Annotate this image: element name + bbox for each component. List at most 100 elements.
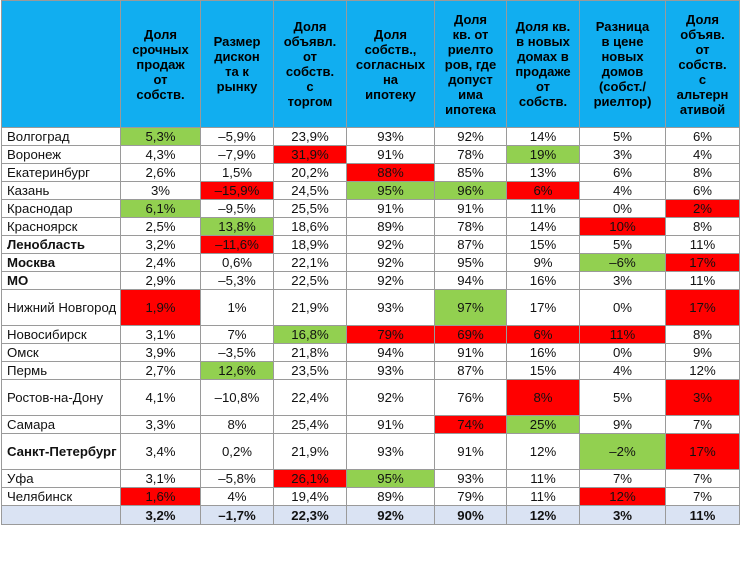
value-cell: 93% <box>434 469 507 488</box>
value-cell: 8% <box>665 217 740 236</box>
value-cell: 2,5% <box>120 217 201 236</box>
value-cell: 8% <box>200 415 274 434</box>
value-cell: 23,9% <box>273 127 347 146</box>
column-header: Доля срочных продаж от собств. <box>120 0 201 128</box>
value-cell: 91% <box>434 343 507 362</box>
column-header-line: ативой <box>679 101 726 117</box>
table-row: Екатеринбург 2,6% 1,5% 20,2% 88% 85% 13% 6% 8% <box>1 163 740 182</box>
table-row: МО 2,9% –5,3% 22,5% 92% 94% 16% 3% 11% <box>1 271 740 290</box>
column-header-line: рынку <box>216 79 258 94</box>
column-header-line: с <box>698 71 707 87</box>
value-cell: 11% <box>665 271 740 290</box>
value-cell: 18,6% <box>273 217 347 236</box>
table-row: Ленобласть 3,2% –11,6% 18,9% 92% 87% 15% 5% 11% <box>1 235 740 254</box>
value-cell: 3,4% <box>120 433 201 470</box>
value-cell: –5,8% <box>200 469 274 488</box>
column-header-line: Доля <box>686 11 719 27</box>
value-cell: 7% <box>665 469 740 488</box>
value-cell: 11% <box>579 325 666 344</box>
header-row: Доля срочных продаж от собств. Размер дискон та… <box>1 0 740 128</box>
column-header-line: домах в <box>517 49 569 64</box>
value-cell: 2,6% <box>120 163 201 182</box>
value-cell: 69% <box>434 325 507 344</box>
value-cell: 15% <box>506 235 580 254</box>
value-cell: –10,8% <box>200 379 274 416</box>
value-cell: 4,1% <box>120 379 201 416</box>
column-header-line: ипотеку <box>365 86 416 102</box>
value-cell: 20,2% <box>273 163 347 182</box>
value-cell: 4% <box>579 181 666 200</box>
value-cell: 3,9% <box>120 343 201 362</box>
column-header-line: продаже <box>515 64 571 79</box>
total-cell: –1,7% <box>200 505 274 525</box>
value-cell: 78% <box>434 217 507 236</box>
column-header-line: новых <box>601 49 644 64</box>
column-header-line: дискон <box>214 49 260 64</box>
value-cell: 88% <box>346 163 435 182</box>
value-cell: 94% <box>434 271 507 290</box>
column-header: Доля кв. в новых домах в продаже от собств. <box>506 0 580 128</box>
value-cell: 89% <box>346 217 435 236</box>
value-cell: 16% <box>506 343 580 362</box>
column-header-line: собств. <box>518 94 568 109</box>
value-cell: 0% <box>579 343 666 362</box>
value-cell: 3,3% <box>120 415 201 434</box>
value-cell: 5,3% <box>120 127 201 146</box>
column-header: Доля собств., согласных на ипотеку <box>346 0 435 128</box>
value-cell: 79% <box>346 325 435 344</box>
column-header-line: Доля <box>374 26 407 42</box>
column-header: Разница в цене новых домов (собст./риелтор) <box>579 0 666 128</box>
column-header-line: Разница <box>595 19 650 34</box>
value-cell: 11% <box>506 469 580 488</box>
column-header-line: кв. от <box>452 26 489 42</box>
value-cell: 96% <box>434 181 507 200</box>
value-cell: 95% <box>346 181 435 200</box>
value-cell: 91% <box>346 145 435 164</box>
value-cell: 1% <box>200 289 274 326</box>
value-cell: 4,3% <box>120 145 201 164</box>
total-cell: 3,2% <box>120 505 201 525</box>
value-cell: 92% <box>346 271 435 290</box>
value-cell: 21,8% <box>273 343 347 362</box>
value-cell: 94% <box>346 343 435 362</box>
table-row: Казань 3% –15,9% 24,5% 95% 96% 6% 4% 6% <box>1 181 740 200</box>
value-cell: 92% <box>346 235 435 254</box>
city-name: Ростов-на-Дону <box>1 379 121 416</box>
value-cell: 93% <box>346 361 435 380</box>
value-cell: 19,4% <box>273 487 347 506</box>
value-cell: 0,6% <box>200 253 274 272</box>
value-cell: 91% <box>434 199 507 218</box>
value-cell: 7% <box>665 487 740 506</box>
value-cell: 93% <box>346 289 435 326</box>
value-cell: –3,5% <box>200 343 274 362</box>
value-cell: 5% <box>579 235 666 254</box>
table-row: Самара 3,3% 8% 25,4% 91% 74% 25% 9% 7% <box>1 415 740 434</box>
value-cell: 2% <box>665 199 740 218</box>
city-name: МО <box>1 271 121 290</box>
value-cell: –5,3% <box>200 271 274 290</box>
column-header-line: продаж <box>136 56 185 72</box>
value-cell: 6% <box>665 181 740 200</box>
city-name: Омск <box>1 343 121 362</box>
header-corner <box>1 0 121 128</box>
value-cell: 74% <box>434 415 507 434</box>
value-cell: –5,9% <box>200 127 274 146</box>
value-cell: 7% <box>665 415 740 434</box>
value-cell: 3,1% <box>120 325 201 344</box>
value-cell: 8% <box>506 379 580 416</box>
city-name: Красноярск <box>1 217 121 236</box>
value-cell: 6% <box>579 163 666 182</box>
value-cell: 92% <box>346 253 435 272</box>
column-header-line: собств. <box>136 86 185 102</box>
value-cell: 5% <box>579 127 666 146</box>
value-cell: 76% <box>434 379 507 416</box>
column-header-line: риелто <box>447 41 494 57</box>
table-row: Уфа 3,1% –5,8% 26,1% 95% 93% 11% 7% 7% <box>1 469 740 488</box>
value-cell: 91% <box>346 199 435 218</box>
value-cell: 9% <box>665 343 740 362</box>
table-row: Нижний Новгород 1,9% 1% 21,9% 93% 97% 17% 0% 17% <box>1 289 740 326</box>
value-cell: 3% <box>579 271 666 290</box>
city-name: Ленобласть <box>1 235 121 254</box>
table-row: Волгоград 5,3% –5,9% 23,9% 93% 92% 14% 5% 6% <box>1 127 740 146</box>
value-cell: 22,1% <box>273 253 347 272</box>
